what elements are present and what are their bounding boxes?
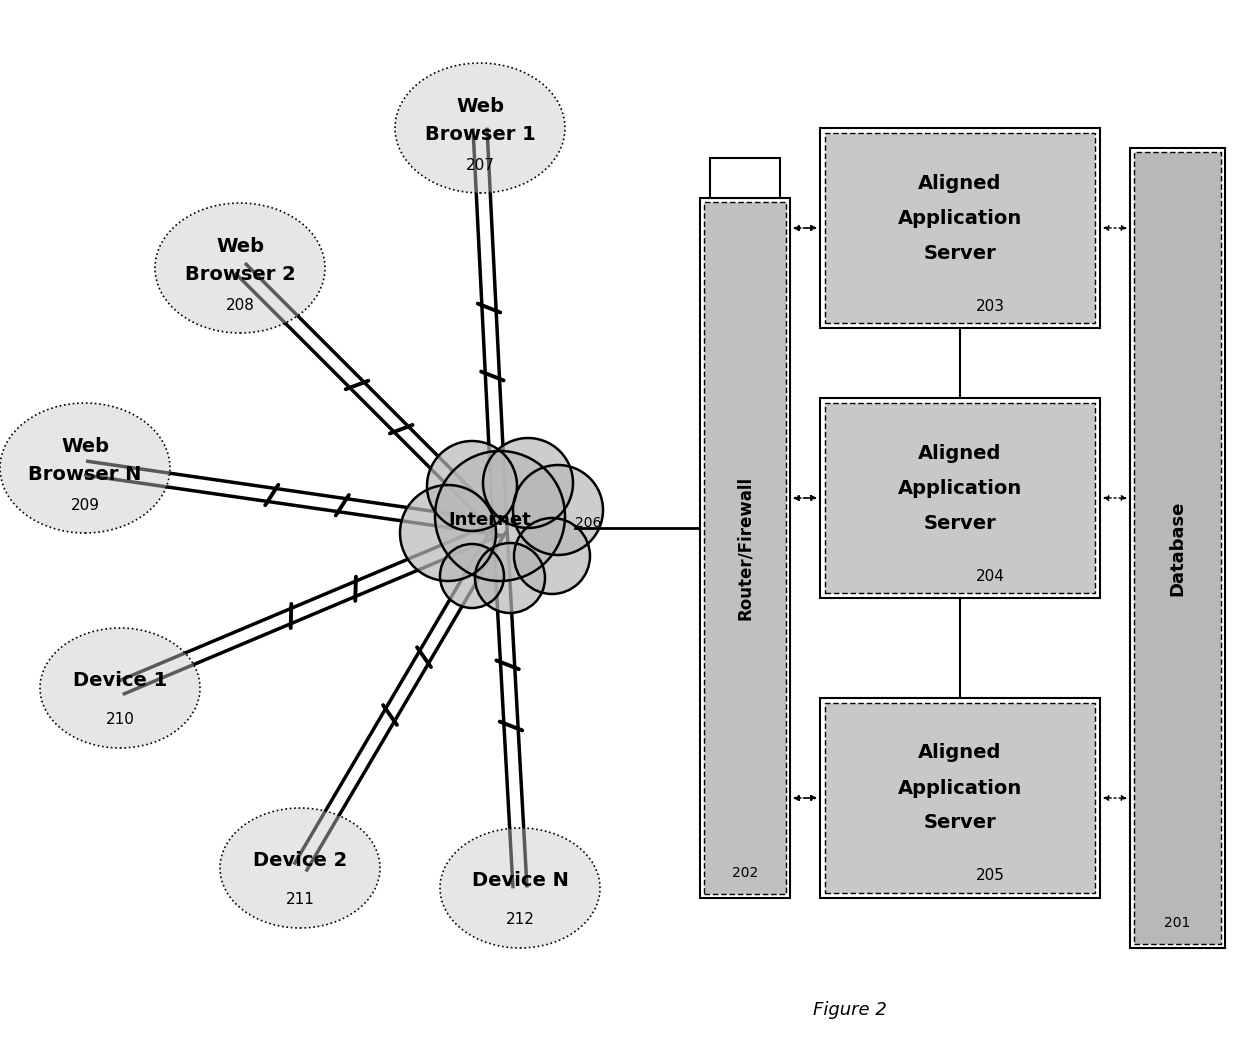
Text: 203: 203 (976, 299, 1004, 313)
Circle shape (515, 518, 590, 594)
Bar (825, 403, 1095, 593)
Ellipse shape (155, 203, 325, 333)
Text: Internet: Internet (449, 511, 532, 529)
Text: 206: 206 (575, 516, 601, 530)
Text: Application: Application (898, 209, 1022, 227)
Text: Aligned: Aligned (919, 174, 1002, 193)
Bar (1135, 152, 1221, 944)
Circle shape (513, 465, 603, 555)
Text: Application: Application (898, 479, 1022, 498)
Circle shape (401, 485, 496, 581)
Text: Web: Web (456, 96, 503, 115)
Text: Server: Server (924, 243, 997, 262)
Text: Device 1: Device 1 (73, 671, 167, 690)
Text: 211: 211 (285, 893, 315, 908)
Text: Browser N: Browser N (29, 464, 141, 483)
Text: Device N: Device N (471, 871, 568, 890)
Circle shape (427, 441, 517, 531)
Text: Database: Database (1168, 500, 1187, 595)
Text: Web: Web (61, 437, 109, 456)
Text: Aligned: Aligned (919, 743, 1002, 763)
Text: Device 2: Device 2 (253, 851, 347, 870)
Text: Server: Server (924, 813, 997, 832)
Text: 202: 202 (732, 866, 758, 880)
Text: 212: 212 (506, 913, 534, 927)
Text: 204: 204 (976, 568, 1004, 584)
Text: Router/Firewall: Router/Firewall (737, 476, 754, 620)
Text: 201: 201 (1164, 916, 1190, 930)
Text: 208: 208 (226, 298, 254, 312)
Bar (704, 202, 786, 894)
Text: Browser 1: Browser 1 (424, 125, 536, 144)
Bar (820, 398, 1100, 598)
Circle shape (440, 544, 503, 608)
Text: 210: 210 (105, 713, 134, 727)
Bar (820, 698, 1100, 898)
Text: Application: Application (898, 779, 1022, 798)
Ellipse shape (0, 403, 170, 533)
Bar (1130, 148, 1225, 948)
Text: Figure 2: Figure 2 (813, 1001, 887, 1019)
Bar (820, 128, 1100, 328)
Ellipse shape (440, 828, 600, 948)
Bar (701, 198, 790, 898)
Text: Server: Server (924, 514, 997, 532)
Bar (825, 703, 1095, 893)
Circle shape (484, 438, 573, 528)
Text: Web: Web (216, 237, 264, 256)
Ellipse shape (40, 628, 200, 748)
Circle shape (475, 543, 546, 613)
Bar (711, 158, 780, 198)
Text: 209: 209 (71, 498, 99, 512)
Text: Aligned: Aligned (919, 443, 1002, 462)
Text: Browser 2: Browser 2 (185, 264, 295, 284)
Circle shape (435, 451, 565, 581)
Text: 205: 205 (976, 869, 1004, 883)
Text: 207: 207 (465, 157, 495, 173)
Ellipse shape (396, 63, 565, 193)
Bar (825, 133, 1095, 323)
Ellipse shape (219, 808, 379, 927)
